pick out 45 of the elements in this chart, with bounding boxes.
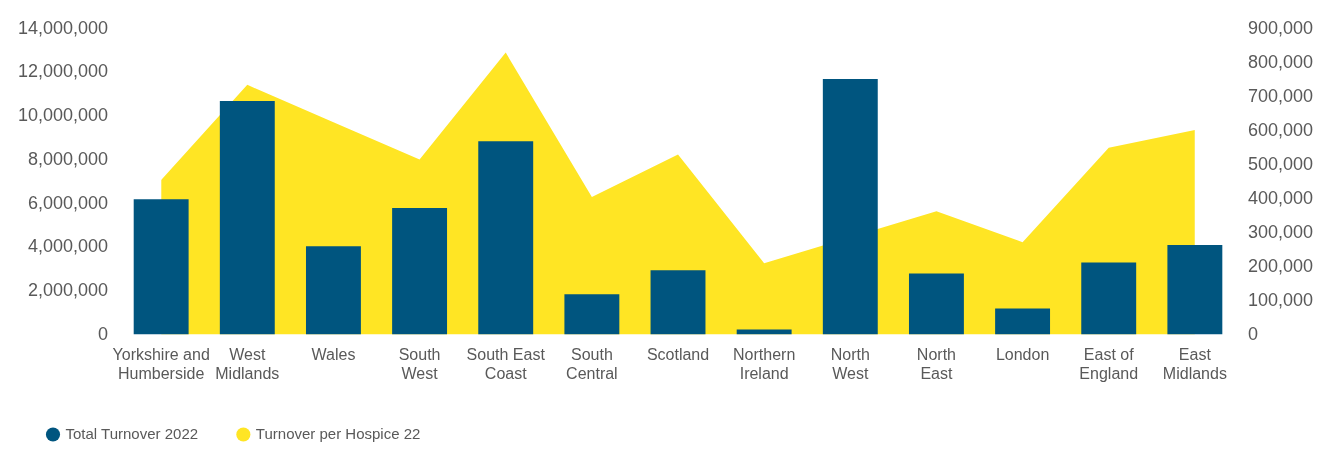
bar <box>822 79 878 335</box>
bar <box>133 199 189 335</box>
x-tick-label: East of England <box>1079 345 1139 382</box>
x-tick-label: South West <box>398 345 441 382</box>
bar <box>995 308 1051 335</box>
y2-tick-label: 300,000 <box>1247 221 1314 242</box>
x-tick-label: Wales <box>311 345 356 363</box>
y-tick-label: 8,000,000 <box>28 148 109 169</box>
x-tick-label: Yorkshire and Humberside <box>112 345 210 382</box>
y-tick-label: 2,000,000 <box>28 279 109 300</box>
y2-tick-label: 600,000 <box>1247 119 1314 140</box>
y-tick-label: 0 <box>98 323 109 344</box>
y-tick-label: 6,000,000 <box>28 192 109 213</box>
y2-tick-label: 500,000 <box>1247 153 1314 174</box>
bar <box>650 270 706 335</box>
x-tick-label: London <box>995 345 1050 363</box>
bar <box>478 141 534 335</box>
x-tick-label: North West <box>830 345 870 382</box>
bar <box>1081 262 1137 335</box>
legend-label: Turnover per Hospice 22 <box>255 424 421 442</box>
y-tick-label: 4,000,000 <box>28 236 109 257</box>
legend-label: Total Turnover 2022 <box>65 424 199 442</box>
x-tick-label: South Central <box>566 345 618 382</box>
x-tick-label: Scotland <box>646 345 710 363</box>
x-tick-label: West Midlands <box>215 345 280 382</box>
y2-tick-label: 0 <box>1247 323 1258 344</box>
y2-tick-label: 200,000 <box>1247 255 1314 276</box>
y2-tick-label: 900,000 <box>1247 17 1314 38</box>
bar <box>219 100 275 335</box>
y-tick-label: 14,000,000 <box>17 17 109 38</box>
x-tick-label: South East Coast <box>466 345 546 382</box>
bar <box>1167 245 1223 335</box>
y2-tick-label: 100,000 <box>1247 289 1314 310</box>
bar <box>305 246 361 335</box>
y-tick-label: 12,000,000 <box>17 61 109 82</box>
y-tick-label: 10,000,000 <box>17 105 109 126</box>
bar <box>392 207 448 335</box>
y2-tick-label: 800,000 <box>1247 51 1314 72</box>
x-tick-label: Northern Ireland <box>733 345 796 382</box>
y2-tick-label: 700,000 <box>1247 85 1314 106</box>
bar <box>908 273 964 335</box>
bar <box>564 294 620 335</box>
y2-tick-label: 400,000 <box>1247 187 1314 208</box>
x-tick-label: East Midlands <box>1162 345 1227 382</box>
x-tick-label: North East <box>916 345 956 382</box>
